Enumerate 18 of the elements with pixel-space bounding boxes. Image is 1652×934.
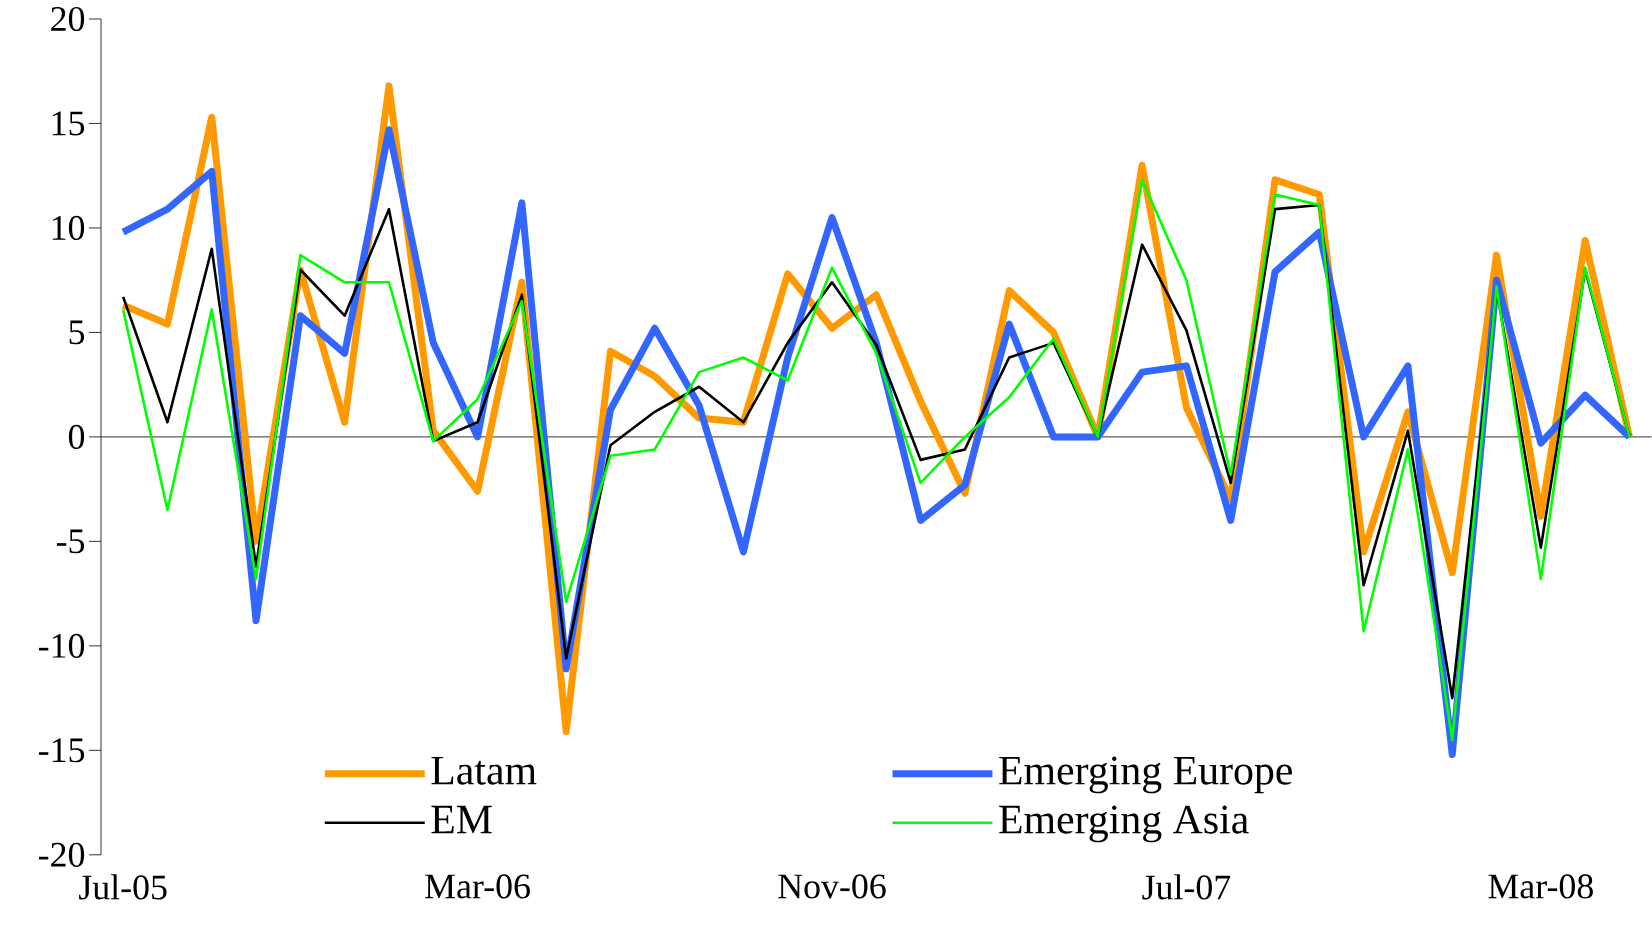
y-tick-label: 0 xyxy=(68,424,85,450)
x-tick-label: Nov-06 xyxy=(778,874,886,899)
legend-label: Latam xyxy=(431,757,537,785)
legend-label: Emerging Europe xyxy=(999,756,1292,794)
x-tick-label: Jul-05 xyxy=(79,874,167,900)
x-tick-label: Mar-08 xyxy=(1488,874,1593,899)
y-tick-label: -20 xyxy=(39,842,85,867)
y-tick-label: -15 xyxy=(39,738,85,763)
y-tick-label: 15 xyxy=(52,111,85,136)
y-tick-label: 5 xyxy=(69,320,85,345)
y-tick-label: -5 xyxy=(56,529,85,554)
x-tick-label: Jul-07 xyxy=(1142,874,1231,900)
y-tick-label: 10 xyxy=(52,215,85,241)
x-tick-label: Mar-06 xyxy=(425,874,530,899)
y-tick-label: 20 xyxy=(51,7,85,32)
legend-label: EM xyxy=(431,805,492,834)
y-tick-label: -10 xyxy=(39,633,85,659)
legend-label: Emerging Asia xyxy=(999,805,1249,843)
